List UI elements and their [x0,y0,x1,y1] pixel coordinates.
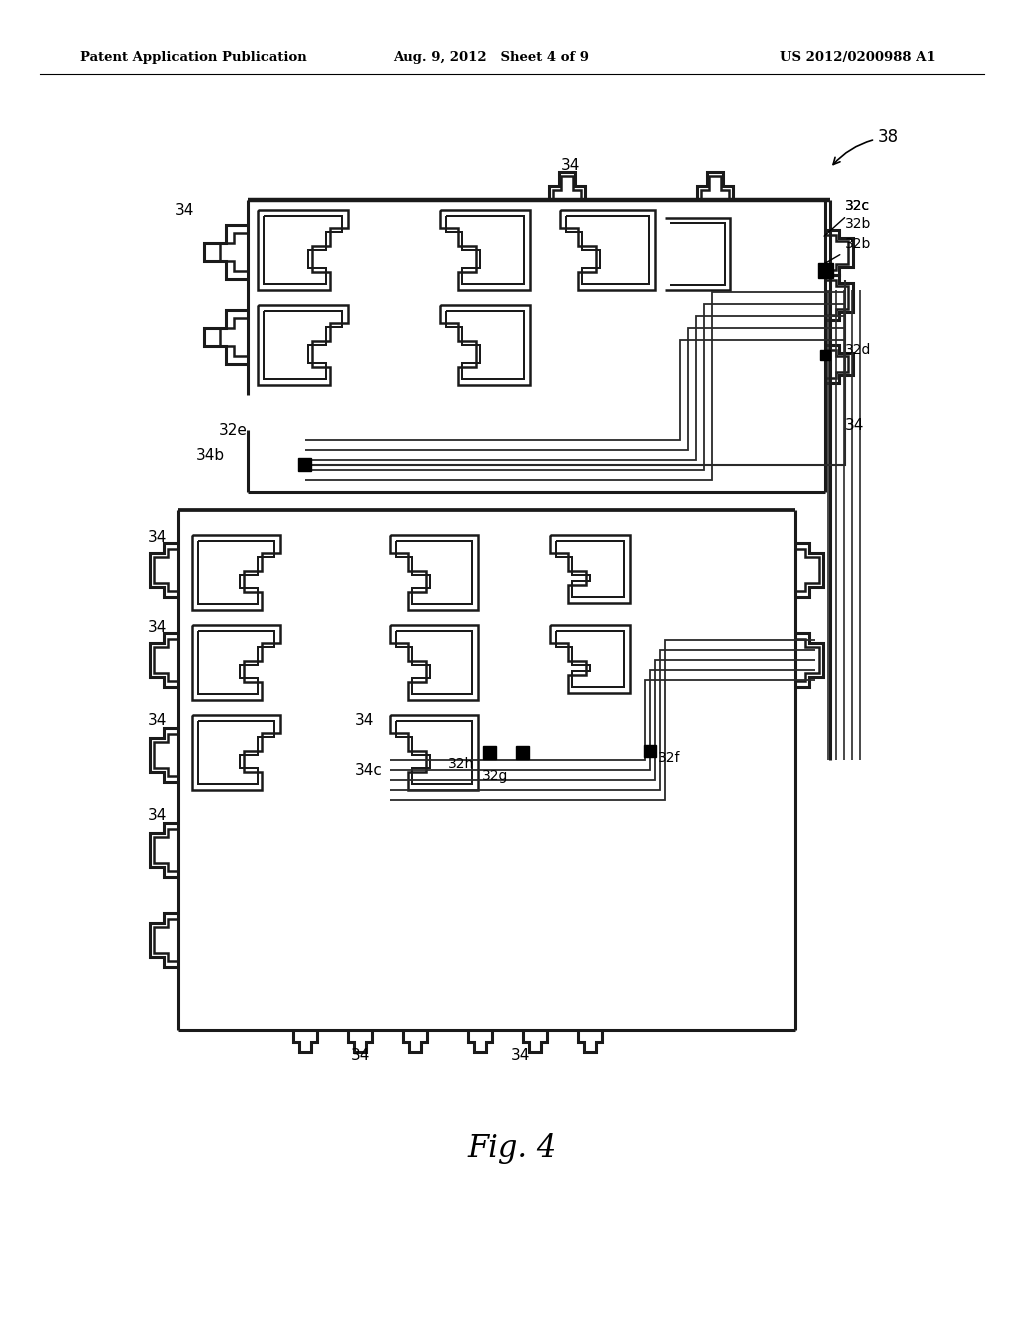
Text: 34: 34 [510,1048,529,1063]
Text: Patent Application Publication: Patent Application Publication [80,51,307,65]
Text: 32f: 32f [658,751,681,766]
Text: 34: 34 [148,808,167,822]
Text: US 2012/0200988 A1: US 2012/0200988 A1 [780,51,936,65]
Text: Aug. 9, 2012   Sheet 4 of 9: Aug. 9, 2012 Sheet 4 of 9 [393,51,589,65]
Bar [298,458,311,471]
Text: 34: 34 [148,620,167,635]
Text: 34: 34 [355,713,375,729]
Bar [644,744,656,756]
Bar [516,746,529,759]
Text: 38: 38 [834,128,899,165]
Text: 32b: 32b [845,216,871,231]
Text: 34: 34 [148,713,167,729]
Text: 34: 34 [175,203,194,218]
Text: 34: 34 [350,1048,370,1063]
Text: 32d: 32d [845,343,871,356]
Bar [483,746,496,759]
Text: 34: 34 [561,158,581,173]
Text: Fig. 4: Fig. 4 [467,1133,557,1163]
Bar [818,263,833,279]
Text: 32h: 32h [449,756,474,771]
Text: 32e: 32e [219,422,248,438]
Text: 34: 34 [845,418,864,433]
Text: 34b: 34b [196,447,225,463]
Text: 32c: 32c [824,199,870,236]
Text: 34c: 34c [355,763,383,777]
Text: 32c: 32c [845,199,870,213]
Text: 32b: 32b [824,238,871,264]
Text: 34: 34 [148,531,167,545]
Text: 32g: 32g [482,770,508,783]
Bar [820,350,830,360]
